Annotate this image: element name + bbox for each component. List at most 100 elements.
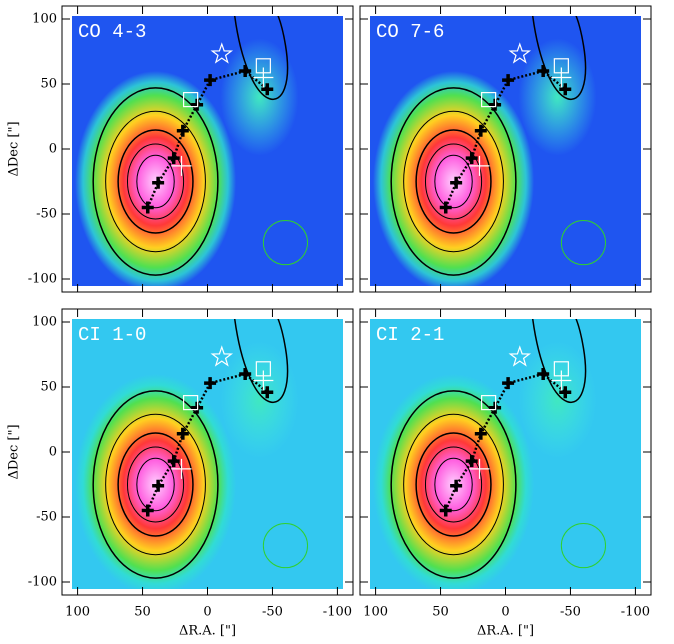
- contour: [117, 129, 194, 234]
- cross-marker: [176, 124, 189, 137]
- square-marker: [183, 395, 199, 411]
- x-tick-label: -100: [323, 605, 352, 620]
- star-marker: [508, 42, 532, 64]
- plus-marker: [171, 458, 192, 479]
- cross-marker: [261, 83, 274, 96]
- x-axis-label: ΔR.A. ["]: [477, 624, 534, 639]
- y-tick-label: 100: [32, 315, 57, 330]
- y-tick-label: -50: [36, 510, 57, 525]
- y-axis-label: ΔDec ["]: [7, 424, 22, 479]
- contour: [390, 87, 517, 276]
- square-marker: [481, 395, 497, 411]
- y-tick-label: 0: [49, 142, 57, 157]
- cross-marker: [439, 201, 452, 214]
- x-tick-label: 100: [363, 605, 388, 620]
- panel-title: CI 2-1: [376, 324, 444, 346]
- y-tick-label: -100: [28, 575, 57, 590]
- contour: [105, 110, 206, 253]
- emission-peak: [373, 374, 535, 589]
- contour: [117, 432, 194, 537]
- panel-title: CI 1-0: [78, 324, 146, 346]
- emission-arm: [220, 38, 299, 156]
- contour: [105, 413, 206, 556]
- star-marker: [210, 345, 234, 367]
- emission-peak: [75, 374, 237, 589]
- cross-marker: [439, 504, 452, 517]
- plus-marker: [469, 155, 490, 176]
- emission-arm: [220, 341, 299, 459]
- cross-marker: [167, 152, 180, 165]
- cross-marker: [204, 74, 217, 87]
- contour: [92, 390, 219, 579]
- cross-marker: [537, 368, 550, 380]
- cross-marker: [450, 479, 463, 492]
- contour: [234, 319, 289, 404]
- cross-marker: [474, 427, 487, 440]
- panel-title: CO 4-3: [78, 21, 146, 43]
- x-tick-label: 0: [203, 605, 211, 620]
- x-tick-label: -50: [262, 605, 283, 620]
- contour: [126, 446, 185, 523]
- beam: [262, 220, 309, 266]
- cross-marker: [176, 427, 189, 440]
- cross-marker: [261, 386, 274, 399]
- contour: [403, 413, 504, 556]
- map-image: [370, 16, 641, 286]
- beam: [560, 220, 607, 266]
- contour: [415, 432, 492, 537]
- y-axis-label: ΔDec ["]: [7, 121, 22, 176]
- star-marker: [210, 42, 234, 64]
- x-axis-label: ΔR.A. ["]: [179, 624, 236, 639]
- emission-peak: [373, 71, 535, 286]
- contour: [92, 87, 219, 276]
- y-tick-label: 0: [49, 445, 57, 460]
- plus-marker: [171, 155, 192, 176]
- cross-marker: [502, 377, 515, 390]
- contour: [434, 457, 473, 512]
- cross-marker: [559, 386, 572, 399]
- cross-marker: [465, 152, 478, 165]
- contour: [126, 143, 185, 220]
- y-tick-label: -100: [28, 272, 57, 287]
- cross-marker: [450, 176, 463, 189]
- cross-marker: [465, 455, 478, 468]
- map-image: [72, 319, 343, 589]
- x-tick-label: 0: [501, 605, 509, 620]
- contour: [415, 129, 492, 234]
- emission-arm: [518, 341, 597, 459]
- plus-marker: [253, 370, 274, 391]
- contour: [136, 154, 175, 209]
- y-tick-label: 50: [40, 77, 57, 92]
- cross-marker: [152, 176, 165, 189]
- contour: [424, 446, 483, 523]
- contour: [403, 110, 504, 253]
- square-marker: [481, 91, 497, 108]
- plus-marker: [469, 458, 490, 479]
- plus-marker: [551, 67, 572, 88]
- cross-marker: [152, 479, 165, 492]
- y-tick-label: 50: [40, 380, 57, 395]
- cross-marker: [141, 201, 154, 214]
- star-marker: [508, 345, 532, 367]
- x-tick-label: 50: [134, 605, 151, 620]
- beam: [560, 523, 607, 569]
- map-image: [370, 319, 641, 589]
- cross-marker: [204, 377, 217, 390]
- x-tick-label: -100: [621, 605, 650, 620]
- map-image: [72, 16, 343, 286]
- x-tick-label: 50: [432, 605, 449, 620]
- cross-marker: [502, 74, 515, 87]
- cross-marker: [537, 65, 550, 77]
- cross-marker: [559, 83, 572, 96]
- contour: [390, 390, 517, 579]
- cross-marker: [167, 455, 180, 468]
- x-tick-label: -50: [560, 605, 581, 620]
- y-tick-label: 100: [32, 12, 57, 27]
- x-tick-label: 100: [65, 605, 90, 620]
- emission-arm: [518, 38, 597, 156]
- contour: [434, 154, 473, 209]
- contour: [424, 143, 483, 220]
- cross-marker: [239, 368, 252, 380]
- contour: [234, 16, 289, 101]
